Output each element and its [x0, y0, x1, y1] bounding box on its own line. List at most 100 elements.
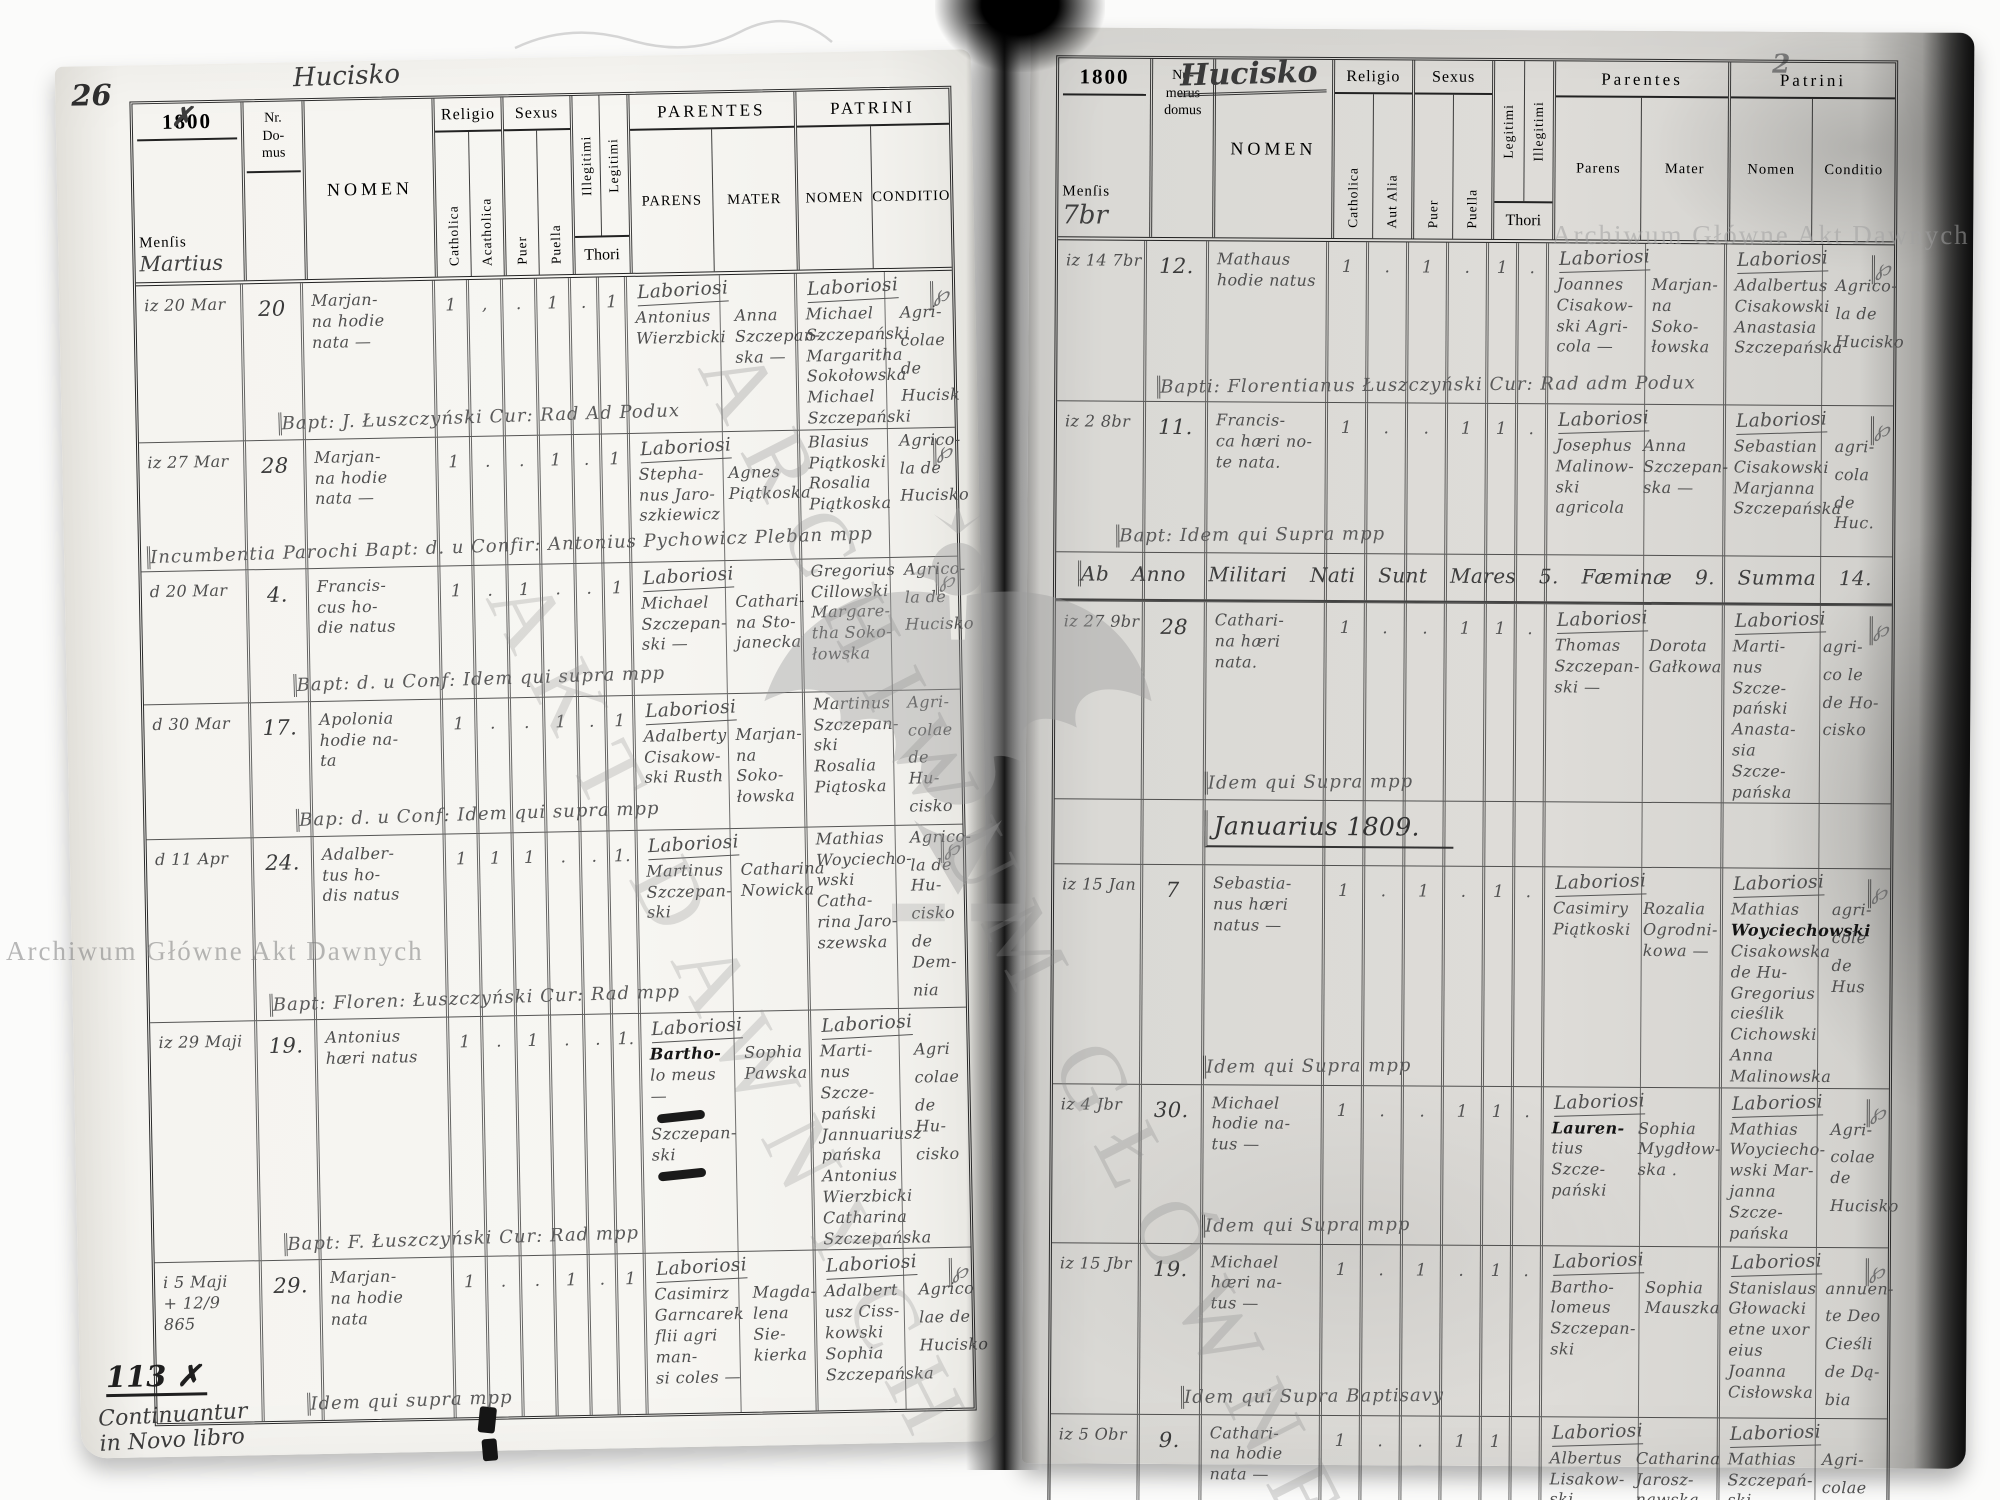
script-line: Catharina: [1635, 1448, 1721, 1469]
tally-mark: 1: [489, 848, 502, 869]
tally-mark: .: [1417, 1431, 1424, 1452]
condition-title: Laboriosi: [1558, 245, 1651, 273]
script-line: Mygdłow-: [1637, 1139, 1721, 1159]
date-cell: [1054, 800, 1140, 865]
date-cell: iz 14 7br: [1057, 240, 1144, 401]
script-line: na hæri: [1214, 631, 1281, 651]
script-line: die natus: [317, 616, 397, 638]
script-line: hodie natus: [1216, 270, 1316, 290]
script-line: iz 20 Mar: [144, 294, 226, 316]
parens-col: Casimiry Piątkoski: [1545, 897, 1636, 962]
left-entry-7: i 5 Maji + 12/9 865 29. Marjan-na hodie nata…: [154, 1246, 989, 1424]
book-binding-gutter: [966, 24, 1040, 1470]
tally-mark: .: [1529, 258, 1536, 279]
parens-col: [1547, 555, 1643, 558]
margin-flourish: ℘: [1865, 1257, 1885, 1287]
mensis-script: Martius: [139, 250, 224, 277]
condition-title: Laboriosi: [1731, 1090, 1824, 1118]
script-line: Agnes: [728, 461, 781, 482]
tally-mark: 1.: [613, 845, 632, 867]
tally-mark: 1: [1494, 618, 1506, 640]
pencil-scribble: [514, 19, 833, 50]
script-line: Pawska: [744, 1062, 808, 1084]
house-number: 24.: [264, 850, 301, 875]
parents-cell: Laboriosi Bartho-lomeus Szczepan-ski Sophia…: [1538, 1245, 1720, 1418]
script-line: ski: [813, 735, 839, 755]
script-line: Marjan-: [311, 289, 379, 311]
tally-cell: 1: [1482, 603, 1514, 802]
tally-mark: .: [586, 578, 593, 599]
script-line: Szczepan-: [641, 612, 728, 634]
tally-number: 113 ✗: [105, 1358, 208, 1398]
condition-title: Laboriosi: [1556, 606, 1649, 634]
condition-title: Laboriosi: [1554, 869, 1647, 898]
script-line: łowska: [1651, 337, 1710, 357]
script-line: ca hæri no-: [1215, 431, 1313, 451]
script-line: Francis-: [316, 575, 387, 596]
script-line: Antonius: [821, 1165, 898, 1186]
tally-mark: 1: [1460, 418, 1473, 439]
patrini-cell: Laboriosi Mathias Woyciecho-wski Mar-janna…: [1717, 1087, 1899, 1248]
script-line: Sophia: [1644, 1277, 1704, 1297]
script-line: co le: [1822, 664, 1864, 685]
tally-mark: .: [1382, 618, 1389, 639]
patrini-names-col: Michael Szczepański Margaritha Sokołowska Mi…: [797, 301, 911, 430]
condition-title: Laboriosi: [655, 1253, 748, 1284]
thori-label: Thori: [1494, 200, 1553, 240]
tally-mark: 1: [450, 581, 463, 602]
script-line: Cieśli: [1825, 1334, 1873, 1354]
script-line: Adalber-: [321, 843, 395, 864]
parents-cell: Laboriosi Thomas Szczepan-ski — Dorota Gałko…: [1542, 604, 1722, 803]
tally-mark: 1: [1491, 1101, 1503, 1122]
conditio-col: [1817, 557, 1893, 559]
script-line: ski Agri-: [1556, 315, 1629, 336]
script-line: Marti-: [819, 1040, 873, 1061]
parens-label: Parens: [1575, 159, 1621, 177]
tally-mark: .: [1528, 419, 1535, 440]
script-line: Głowacki: [1728, 1298, 1807, 1319]
date-cell: iz 15 Jbr: [1051, 1243, 1138, 1414]
date-cell: iz 27 9br: [1055, 601, 1142, 799]
script-line: cola —: [1556, 336, 1614, 357]
script-line: Marti-: [1732, 636, 1786, 656]
script-line: Sophia: [1637, 1118, 1697, 1138]
script-line: Garncarek: [654, 1304, 745, 1325]
patrini-cell: Laboriosi Sebastian Cisakowski Marjanna Szcz…: [1722, 405, 1894, 557]
script-line: Cisakow-: [1556, 295, 1634, 315]
parens-col: Joannes Cisakow-ski Agri-cola —: [1548, 272, 1644, 358]
script-line: nata —: [314, 488, 375, 509]
margin-flourish: ℘: [935, 566, 956, 596]
mensis-label: Menſis: [138, 234, 187, 252]
parents-cell: [1542, 802, 1721, 868]
script-line: Gregorius: [810, 559, 896, 581]
script-line: iz 27 Mar: [147, 451, 229, 473]
script-line: te nata.: [1215, 451, 1281, 472]
place-name-script-right: Hucisko: [1177, 54, 1327, 97]
thori-label: Thori: [574, 234, 630, 274]
puella-label: Puella: [547, 224, 564, 265]
script-line: ski: [1550, 1339, 1575, 1359]
tally-mark: .: [1419, 1101, 1426, 1122]
script-line: tus —: [1211, 1134, 1260, 1154]
tally-mark: .: [1377, 1430, 1384, 1451]
tally-mark: 1: [1490, 1260, 1502, 1281]
tally-cell: .: [1512, 604, 1544, 802]
script-line: Francis-: [1215, 410, 1286, 430]
patrini-names-col: Adalbertus Cisakowski Anastasia Szczepańska: [1726, 273, 1842, 359]
condition-title: Laboriosi: [644, 695, 738, 726]
conditio-col: Agri-colae de Hucisk: [893, 300, 963, 428]
date-cell: iz 5 Obr: [1050, 1414, 1137, 1500]
script-line: ski: [1549, 1489, 1574, 1500]
script-line: Gregorius cieślik: [1730, 983, 1816, 1024]
tally-mark: 1: [459, 1032, 471, 1053]
house-number: 29.: [273, 1273, 309, 1299]
patrini-cell: Laboriosi Stanislaus Głowacki etne uxor eius…: [1716, 1246, 1894, 1419]
left-page: 26 Hucisko 1800 ✗ Menſis Martius Nr. Do-…: [54, 49, 998, 1462]
script-line: Mathaus: [1216, 249, 1291, 269]
script-line: Szczepań-: [1727, 1469, 1813, 1490]
left-entry-5: d 11 Apr 24. Adalber-tus ho-dis natus 1 1 1..…: [146, 823, 971, 1023]
script-line: Mathias: [1730, 899, 1800, 920]
patrini-names-col: Sebastian Cisakowski Marjanna Szczepańska: [1725, 434, 1841, 541]
tally-mark: .: [563, 1030, 571, 1051]
script-line: na hodie: [330, 1287, 404, 1309]
